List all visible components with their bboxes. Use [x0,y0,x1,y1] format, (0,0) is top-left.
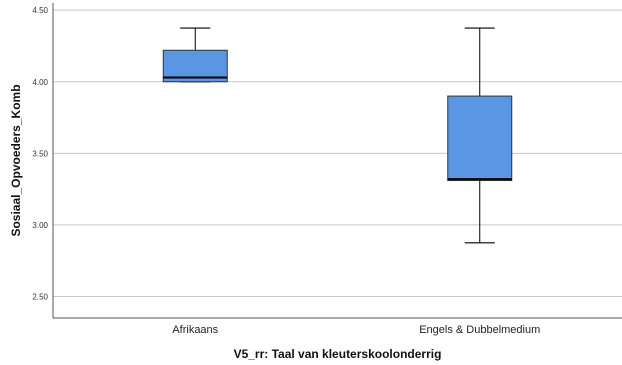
y-tick-labels: 2.50 3.00 3.50 4.00 4.50 [32,6,48,301]
y-tick-label: 2.50 [32,293,48,302]
category-label: Engels & Dubbelmedium [419,324,540,336]
y-axis-title: Sosiaal_Opvoeders_Komb [9,84,23,236]
y-tick-label: 3.00 [32,221,48,230]
gridlines [53,10,622,296]
category-label: Afrikaans [172,324,218,336]
y-tick-label: 4.50 [32,6,48,15]
iqr-box [448,96,512,180]
y-tick-label: 4.00 [32,78,48,87]
x-axis-title: V5_rr: Taal van kleuterskoolonderrig [234,347,442,361]
axes [53,3,622,318]
box-series [163,28,512,243]
y-tick-label: 3.50 [32,149,48,158]
category-labels: Afrikaans Engels & Dubbelmedium [172,324,540,336]
box-afrikaans [163,28,227,82]
box-engels-dubbelmedium [448,28,512,243]
